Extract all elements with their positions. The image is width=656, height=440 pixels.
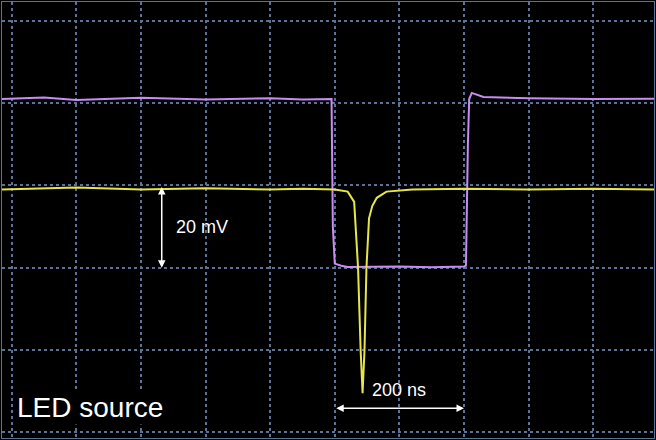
svg-text:LED source: LED source [17, 392, 163, 423]
svg-text:200 ns: 200 ns [372, 380, 426, 400]
svg-text:20 mV: 20 mV [176, 217, 228, 237]
